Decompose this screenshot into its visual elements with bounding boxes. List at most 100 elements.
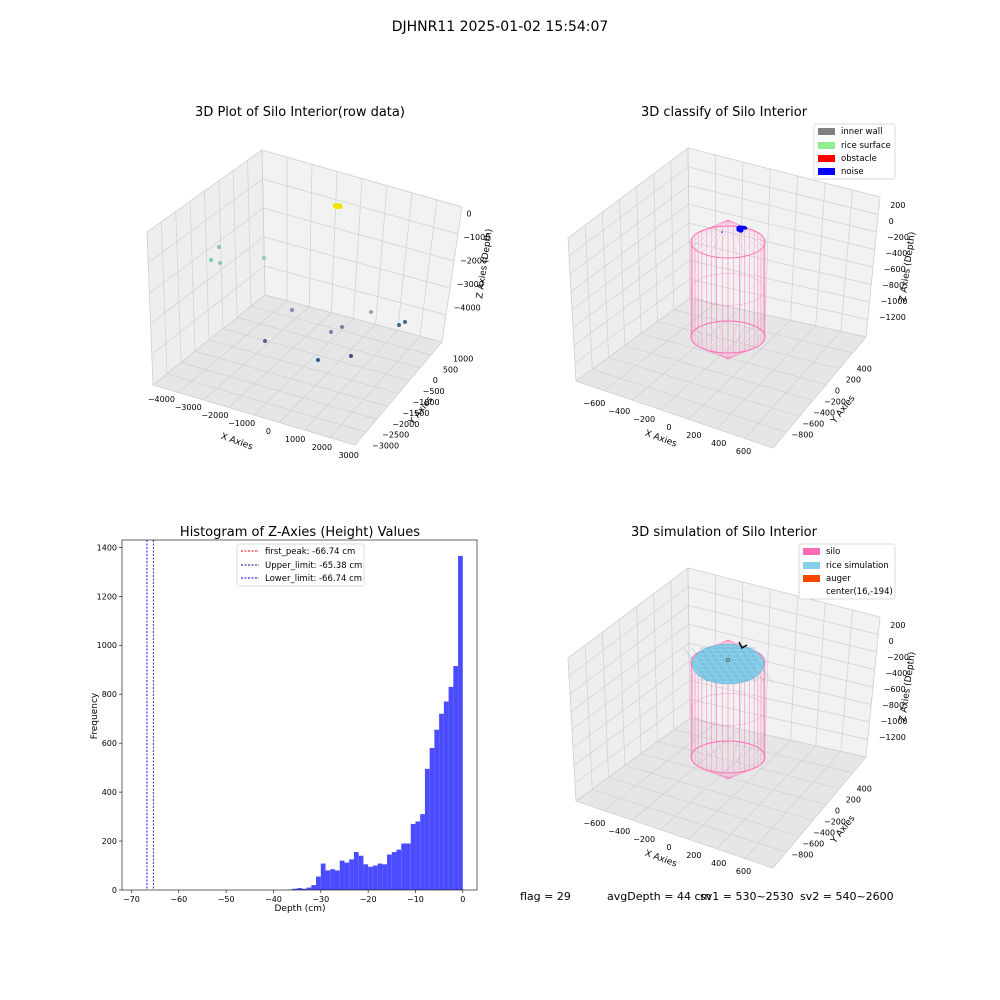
y-tick-label: −800 <box>791 431 813 440</box>
x-tick-label: −4000 <box>148 395 175 404</box>
grid-line <box>660 314 766 410</box>
legend-box <box>813 123 896 180</box>
grid-line <box>592 788 787 853</box>
silo-cone-line <box>727 752 764 780</box>
legend-swatch-rice-simulation <box>803 562 820 569</box>
data-point <box>403 320 407 324</box>
histogram-bar <box>406 843 411 890</box>
histogram-bar <box>377 863 383 890</box>
silo-cone-line <box>701 325 729 360</box>
silo-cone-line <box>692 752 729 780</box>
x-tick-label: −60 <box>170 895 187 904</box>
data-point <box>349 354 353 358</box>
x-tick-label: −20 <box>360 895 377 904</box>
y-tick-label: −500 <box>423 387 445 396</box>
legend-item-center: center(16,-194) <box>826 587 893 597</box>
silo-cone-line <box>695 764 729 780</box>
grid-line <box>575 717 867 802</box>
grid-line <box>657 321 840 370</box>
silo-cone-line <box>727 336 766 360</box>
silo-cone-line <box>709 219 729 229</box>
silo-cone-line <box>727 219 738 227</box>
histogram-bar <box>358 855 364 890</box>
grid-line <box>624 345 813 401</box>
grid-line <box>772 756 867 869</box>
histogram-bar <box>320 863 326 890</box>
y-tick-label: 0 <box>112 886 117 895</box>
y-tick-label: 0 <box>433 376 438 385</box>
x-tick-label: 0 <box>460 895 465 904</box>
x-tick-label: 3000 <box>338 451 358 460</box>
silo-cone-line <box>727 321 738 360</box>
grid-line <box>222 328 410 381</box>
legend-swatch-silo <box>803 548 820 555</box>
grid-lines-classify <box>567 147 881 449</box>
histogram-bar <box>353 852 359 890</box>
grid-line <box>250 305 432 356</box>
grid-line <box>716 325 816 430</box>
x-tick-label: 0 <box>666 423 671 432</box>
z-tick-label: −600 <box>884 265 906 274</box>
silo-cone-line <box>701 219 729 254</box>
x-tick-label: −200 <box>633 415 655 424</box>
tick-labels-simulation: −600−400−20002004006004002000−200−400−60… <box>583 621 908 876</box>
grid-lines-raw <box>146 149 463 446</box>
histogram-bars <box>287 555 463 890</box>
histogram-bar <box>420 814 425 890</box>
reference-lines <box>146 540 154 890</box>
rice-mesh-line <box>715 647 741 683</box>
rice-mesh-line <box>707 647 733 683</box>
histogram-bar <box>306 887 312 890</box>
legend-item-auger: auger <box>826 574 851 584</box>
silo-cone-line <box>727 219 755 254</box>
grid-line <box>575 800 774 869</box>
silo-cone-line <box>709 323 729 360</box>
histogram-bar <box>363 864 369 890</box>
grid-line <box>232 170 238 318</box>
grid-line <box>308 164 313 307</box>
z-tick-label: −800 <box>882 281 904 290</box>
silo-cone-line <box>718 321 729 360</box>
x-tick-label: 0 <box>666 843 671 852</box>
x-tick-label: 2000 <box>312 443 332 452</box>
x-tick-label: 0 <box>266 427 271 436</box>
panel-simulation-3d: 3D simulation of Silo Interior −600−400−… <box>567 525 918 876</box>
data-point <box>397 323 401 327</box>
grid-line <box>744 751 842 859</box>
grid-line <box>218 180 224 329</box>
plot-frame <box>121 539 478 891</box>
y-tick-label: −200 <box>824 398 846 407</box>
tick-labels-classify: −600−400−20002004006004002000−200−400−60… <box>583 201 908 456</box>
x-tick-label: −3000 <box>175 403 202 412</box>
grid-line <box>608 776 800 837</box>
x-tick-label: −200 <box>633 835 655 844</box>
histogram-bar <box>429 748 435 890</box>
histogram-bar <box>344 862 350 890</box>
histogram-bar <box>316 876 321 890</box>
grid-line <box>608 356 800 417</box>
silo-cone-line <box>727 219 766 243</box>
y-tick-label: −200 <box>824 818 846 827</box>
grid-line <box>603 723 716 811</box>
panel-title-raw: 3D Plot of Silo Interior(row data) <box>195 105 405 120</box>
panel-histogram: Histogram of Z-Axies (Height) Values −70… <box>90 525 478 914</box>
panel-title-classify: 3D classify of Silo Interior <box>641 105 808 120</box>
legend-swatch-rice-surface <box>818 142 835 149</box>
grid-line <box>397 192 413 331</box>
histogram-bar <box>368 866 373 890</box>
silo-cone-line <box>695 219 729 251</box>
silo-cone-line <box>727 743 747 780</box>
rice-mesh-line <box>699 647 725 683</box>
grid-line <box>688 740 791 840</box>
histogram-ticks: −70 −60 −50 −40 −30 −20 −10 0 0 200 400 600 800 1000 1… <box>97 543 466 904</box>
y-tick-label: −2000 <box>392 420 419 429</box>
grid-line <box>603 303 716 391</box>
z-tick-label: −200 <box>887 233 909 242</box>
grid-line <box>570 623 875 712</box>
grid-line <box>331 171 338 313</box>
histogram-bar <box>382 864 388 890</box>
x-tick-label: 400 <box>711 439 726 448</box>
z-tick-label: 0 <box>889 217 894 226</box>
histogram-bar <box>401 843 406 890</box>
z-tick-label: −1000 <box>880 717 907 726</box>
